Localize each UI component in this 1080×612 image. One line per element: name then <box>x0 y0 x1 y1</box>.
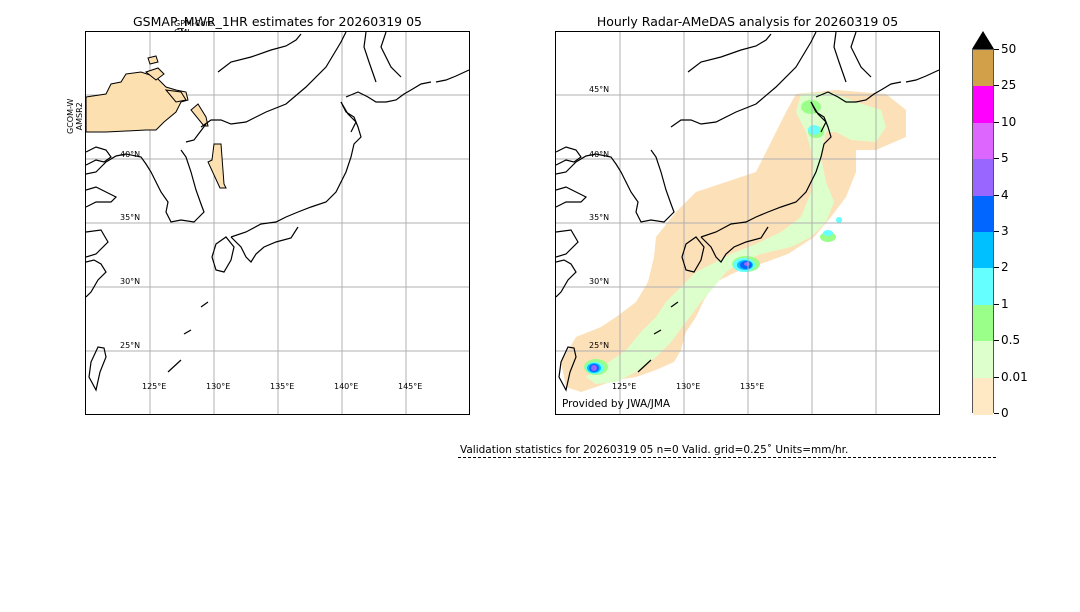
right-lon-125: 125°E <box>612 382 637 391</box>
colorbar-label: 10 <box>1001 114 1017 129</box>
right-lat-30: 30°N <box>589 277 610 286</box>
colorbar-extend-arrow <box>972 31 994 49</box>
right-lat-25: 25°N <box>589 341 610 350</box>
colorbar-segment <box>973 304 993 342</box>
colorbar-label: 5 <box>1001 151 1009 166</box>
data-credit: Provided by JWA/JMA <box>562 398 671 410</box>
left-map: 40°N 35°N 30°N 25°N 125°E 130°E 135°E 14… <box>85 31 470 415</box>
left-lon-130: 130°E <box>206 382 231 391</box>
left-lat-30: 30°N <box>120 277 141 286</box>
colorbar-tick-mark <box>994 267 999 269</box>
coastlines <box>86 32 469 392</box>
left-lon-135: 135°E <box>270 382 295 391</box>
left-lat-35: 35°N <box>120 213 141 222</box>
colorbar-label: 3 <box>1001 224 1009 238</box>
right-lat-35: 35°N <box>589 213 610 222</box>
validation-statistics: Validation statistics for 20260319 05 n=… <box>460 444 849 456</box>
left-map-title: GSMAP_MWR_1HR estimates for 20260319 05 <box>133 14 422 29</box>
right-lat-45: 45°N <box>589 85 610 94</box>
colorbar-label: 0 <box>1001 406 1009 420</box>
right-lon-130: 130°E <box>676 382 701 391</box>
precip-patches <box>86 55 227 189</box>
colorbar-tick-mark <box>994 231 999 232</box>
colorbar-tick-mark <box>994 121 999 123</box>
validation-divider <box>458 457 996 458</box>
right-lat-40: 40°N <box>589 150 610 159</box>
right-map-title: Hourly Radar-AMeDAS analysis for 2026031… <box>596 14 899 29</box>
left-lat-25: 25°N <box>120 341 141 350</box>
colorbar-tick-mark <box>994 158 999 160</box>
left-lon-145: 145°E <box>398 382 423 391</box>
colorbar-label: 0.01 <box>1001 369 1028 384</box>
colorbar-tick-mark <box>994 413 999 414</box>
right-lon-135: 135°E <box>740 382 765 391</box>
colorbar-tick-mark <box>994 376 999 378</box>
colorbar-tick-mark <box>994 85 999 87</box>
colorbar-tick-mark <box>994 340 999 342</box>
colorbar-label: 2 <box>1001 260 1009 275</box>
right-map: 45°N 40°N 35°N 30°N 25°N 125°E 130°E 135… <box>555 31 940 415</box>
radar-light-green <box>586 92 886 384</box>
colorbar-segment <box>973 341 993 379</box>
colorbar-tick-mark <box>994 194 999 196</box>
sensor-label-gcom: GCOM-W AMSR2 <box>66 99 84 134</box>
colorbar <box>972 49 994 415</box>
colorbar-segment <box>973 232 993 269</box>
colorbar-label: 0.5 <box>1001 333 1021 348</box>
graticule <box>556 32 939 414</box>
sensor-label-gpm: GPM-Core <box>174 19 214 28</box>
coastlines <box>556 32 939 392</box>
colorbar-label: 4 <box>1001 187 1009 202</box>
colorbar-tick-mark <box>994 49 999 50</box>
colorbar-segment <box>973 122 993 160</box>
left-lon-140: 140°E <box>334 382 359 391</box>
colorbar-label: 25 <box>1001 78 1017 93</box>
colorbar-segment <box>973 195 993 233</box>
colorbar-label: 50 <box>1001 42 1017 56</box>
colorbar-label: 1 <box>1001 296 1009 311</box>
sensor-label-gcom-line1: GCOM-W <box>66 98 75 134</box>
left-lon-125: 125°E <box>142 382 167 391</box>
sensor-label-gcom-line2: AMSR2 <box>75 102 84 131</box>
left-lat-40: 40°N <box>120 150 141 159</box>
colorbar-segment <box>973 50 993 87</box>
colorbar-segment <box>973 86 993 124</box>
right-map-graphics <box>556 32 939 414</box>
left-map-graphics <box>86 32 469 414</box>
colorbar-segment <box>973 268 993 306</box>
colorbar-segment <box>973 377 993 415</box>
colorbar-segment <box>973 159 993 197</box>
colorbar-tick-mark <box>994 303 999 305</box>
